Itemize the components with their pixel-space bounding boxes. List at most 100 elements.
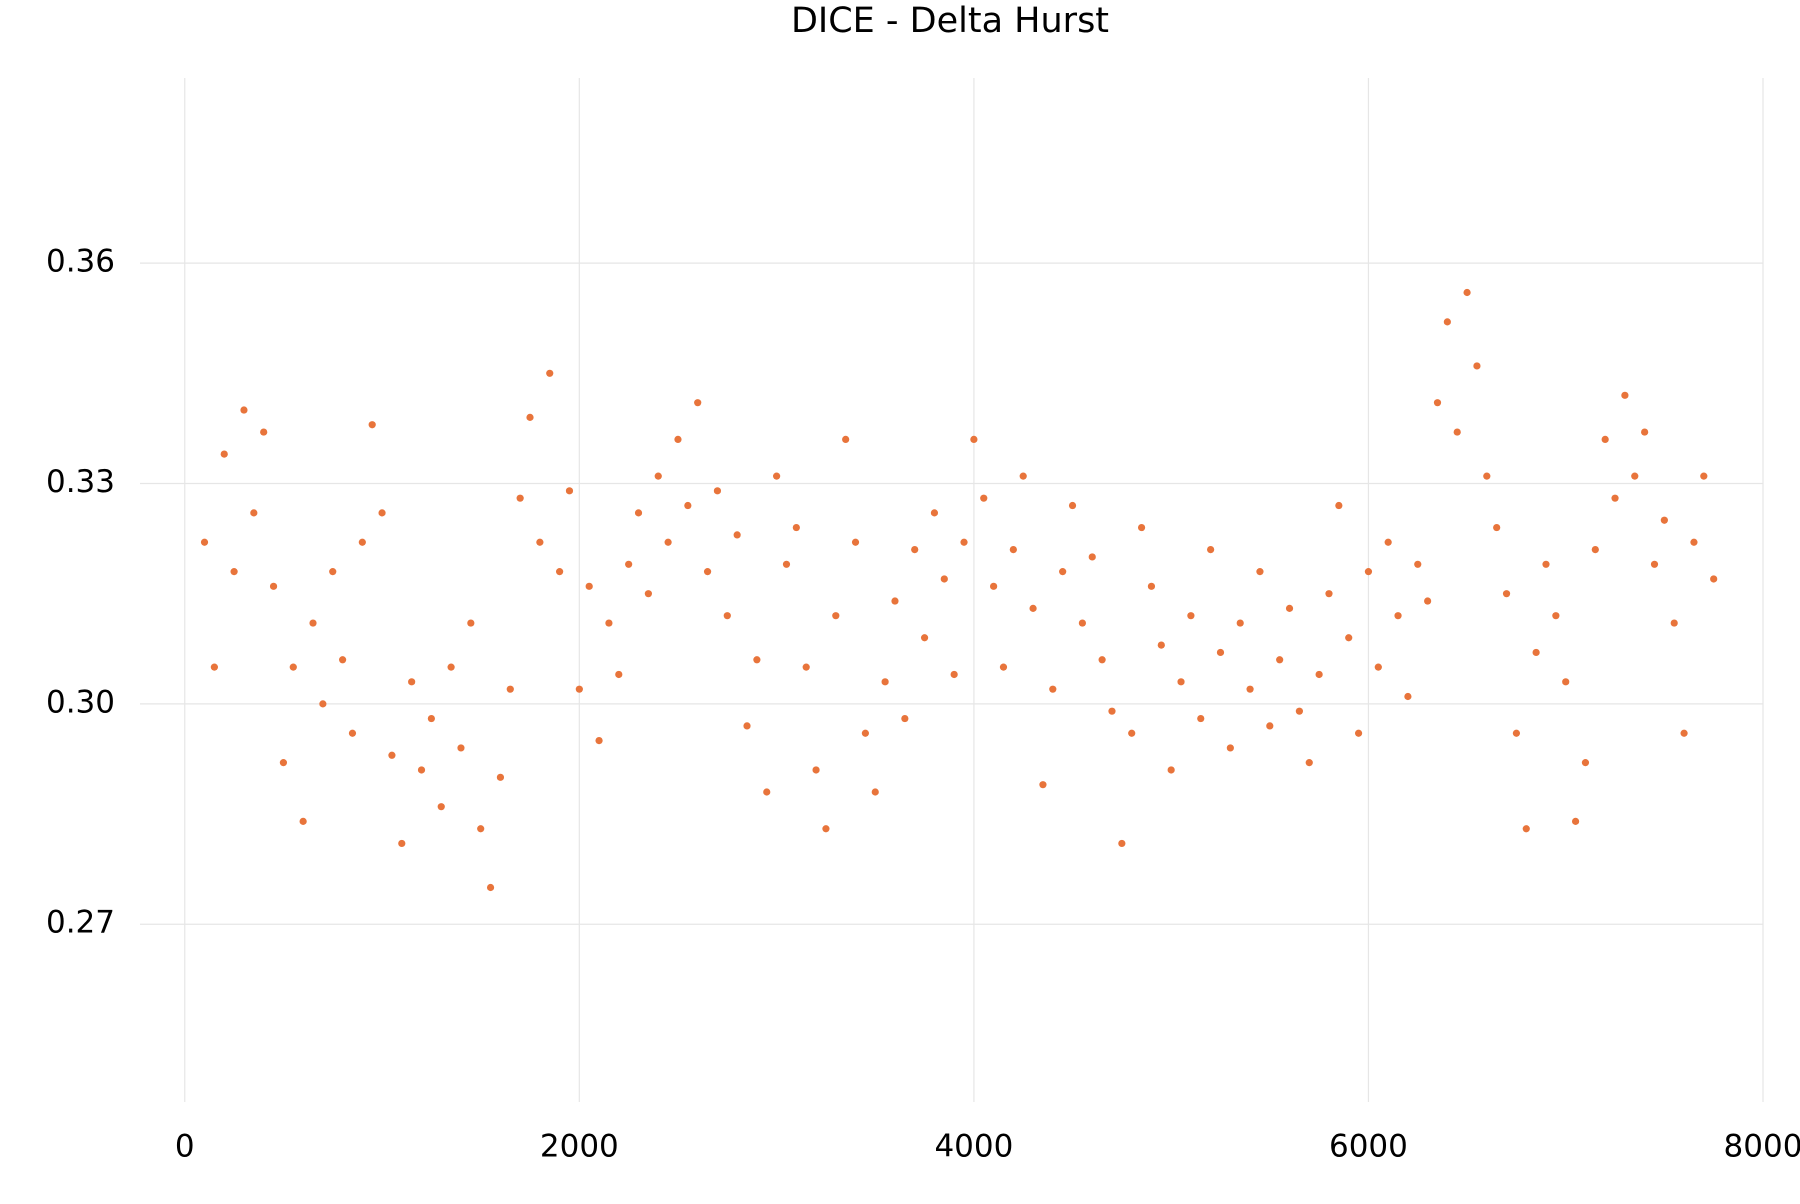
point [1088, 553, 1096, 561]
x-tick-label: 0 [175, 1129, 195, 1165]
point [1078, 619, 1086, 627]
point [1394, 612, 1402, 620]
point [1473, 362, 1481, 370]
point [1710, 575, 1718, 583]
point [536, 538, 544, 546]
point [1167, 766, 1175, 774]
point [1493, 523, 1501, 532]
point [368, 421, 376, 429]
point [269, 582, 278, 590]
point [1098, 656, 1106, 664]
point [260, 428, 268, 436]
point [279, 759, 288, 767]
point [398, 839, 406, 848]
point [1295, 707, 1303, 715]
chart-title: DICE - Delta Hurst [791, 1, 1109, 41]
point [1384, 538, 1392, 546]
x-tick-label: 8000 [1724, 1129, 1800, 1165]
point [999, 663, 1008, 671]
point [930, 509, 939, 517]
point [970, 435, 978, 444]
point [901, 714, 909, 723]
point [713, 487, 722, 495]
point [1059, 568, 1067, 576]
point [220, 450, 228, 458]
point [723, 612, 731, 620]
x-tick-label: 6000 [1329, 1129, 1408, 1165]
point [980, 494, 988, 502]
point [1522, 825, 1530, 833]
point [427, 714, 435, 723]
point [1177, 678, 1185, 686]
point [437, 803, 445, 811]
point [1335, 501, 1343, 510]
point [516, 494, 524, 502]
point [605, 619, 613, 627]
point [230, 568, 238, 576]
point [1285, 604, 1294, 612]
point [703, 568, 712, 576]
point [1443, 318, 1451, 326]
point [881, 678, 889, 686]
point [1197, 714, 1205, 723]
point [891, 597, 899, 605]
point [1207, 545, 1215, 554]
point [1552, 612, 1560, 620]
point [684, 501, 692, 510]
point [1256, 568, 1264, 576]
point [1483, 472, 1491, 480]
point [1354, 729, 1363, 737]
point [753, 656, 761, 664]
point [467, 619, 475, 627]
point [674, 435, 682, 444]
point [1019, 472, 1027, 480]
point [1414, 560, 1422, 568]
point [782, 560, 791, 568]
point [575, 685, 583, 693]
point [299, 817, 307, 825]
point [506, 685, 514, 693]
point [1216, 648, 1225, 657]
point [546, 369, 554, 377]
point [1305, 759, 1313, 767]
y-tick-label: 0.30 [46, 684, 115, 720]
point [1542, 560, 1550, 568]
point [526, 413, 534, 421]
point [289, 663, 297, 671]
point [1621, 391, 1629, 399]
point [1108, 707, 1116, 715]
point [1137, 523, 1146, 532]
point [950, 670, 958, 679]
point [871, 788, 879, 796]
y-tick-label: 0.36 [46, 244, 115, 280]
point [1591, 545, 1599, 554]
y-tick-label: 0.27 [46, 905, 115, 941]
point [1068, 501, 1077, 510]
point [1571, 817, 1580, 825]
point [832, 612, 840, 620]
point [595, 736, 603, 745]
point [1611, 494, 1619, 502]
point [1029, 604, 1037, 612]
point [842, 435, 850, 444]
point [457, 744, 465, 752]
point [802, 663, 810, 671]
point [1246, 685, 1254, 693]
point [664, 538, 672, 546]
point [694, 399, 702, 407]
point [911, 545, 919, 554]
point [625, 560, 633, 568]
point [1276, 656, 1284, 664]
point [990, 582, 998, 590]
point [763, 788, 771, 796]
point [1690, 538, 1698, 546]
point [339, 656, 347, 664]
point [1670, 619, 1678, 627]
point [822, 825, 830, 833]
point [210, 663, 218, 671]
point [417, 766, 426, 774]
point [496, 773, 505, 781]
point [565, 487, 574, 495]
point [861, 729, 869, 737]
point [812, 766, 820, 774]
